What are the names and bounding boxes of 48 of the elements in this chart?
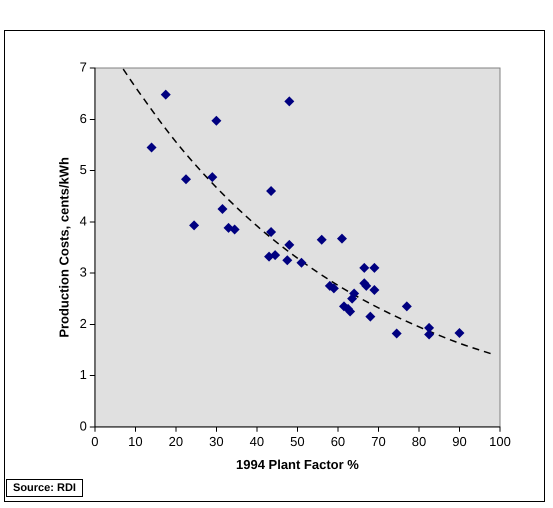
point [454, 328, 464, 338]
point [217, 204, 228, 214]
point [336, 234, 347, 244]
y-tick-label: 4 [80, 213, 87, 228]
point [369, 262, 380, 273]
point [230, 224, 240, 234]
x-tick-label: 50 [290, 434, 305, 450]
point [284, 96, 294, 106]
point [365, 312, 376, 322]
point [211, 116, 222, 126]
x-tick-label: 90 [452, 434, 467, 450]
x-tick-label: 60 [330, 434, 346, 450]
point [266, 186, 276, 196]
x-axis-title: 1994 Plant Factor % [236, 456, 360, 472]
x-tick-label: 80 [412, 434, 426, 450]
point [282, 255, 292, 266]
x-tick-label: 10 [128, 434, 143, 450]
y-tick-label: 5 [80, 162, 87, 178]
y-tick-label: 0 [80, 418, 87, 434]
point [180, 174, 191, 184]
y-tick-label: 3 [80, 264, 87, 280]
point [316, 234, 327, 245]
y-axis-title: Production Costs, cents/kWh [56, 157, 72, 338]
x-tick-label: 0 [91, 434, 98, 450]
point [424, 330, 434, 340]
y-tick-label: 2 [80, 316, 87, 331]
y-tick-label: 1 [80, 367, 87, 382]
x-tick-label: 40 [250, 434, 264, 450]
point [284, 240, 294, 250]
point [207, 172, 218, 182]
point [270, 250, 280, 260]
point [189, 220, 200, 230]
x-tick-label: 70 [371, 434, 386, 450]
point [146, 142, 157, 152]
source-note: Source: RDI [6, 479, 83, 497]
y-tick-label: 7 [80, 60, 87, 75]
point [359, 262, 370, 273]
point [266, 227, 276, 238]
x-tick-label: 20 [168, 434, 184, 450]
point [296, 258, 306, 268]
line-series [122, 68, 493, 355]
point [369, 284, 380, 295]
point [402, 301, 412, 312]
x-tick-label: 100 [489, 434, 511, 450]
y-tick-label: 6 [80, 110, 87, 126]
x-tick-label: 30 [209, 434, 224, 450]
point [160, 90, 171, 100]
point [392, 328, 402, 339]
